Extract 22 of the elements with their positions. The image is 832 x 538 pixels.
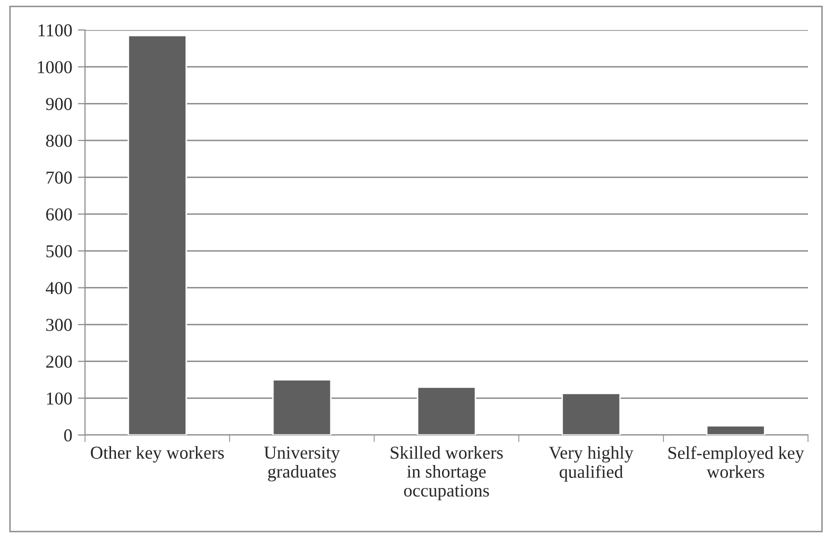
y-tick-label: 400 xyxy=(46,282,72,294)
y-tick-label: 600 xyxy=(46,208,72,221)
x-tick-label: Other key workers xyxy=(90,446,224,463)
y-tick-label: 800 xyxy=(46,134,72,147)
bar xyxy=(272,379,332,435)
y-tick-label: 1000 xyxy=(38,61,72,74)
y-tick-label: 200 xyxy=(46,356,72,368)
y-tick-label: 1100 xyxy=(38,24,72,36)
y-tick-label: 900 xyxy=(46,98,72,110)
x-tick-label: Very highly qualified xyxy=(548,446,634,482)
bar xyxy=(416,386,476,435)
y-tick-label: 300 xyxy=(46,318,72,331)
y-tick-label: 0 xyxy=(64,429,72,442)
y-tick-label: 700 xyxy=(46,172,72,184)
bar xyxy=(561,392,621,435)
x-tick-label: Skilled workers in shortage occupations xyxy=(390,446,503,500)
y-tick-label: 500 xyxy=(46,245,72,258)
y-tick-label: 100 xyxy=(47,392,72,405)
x-tick-label: University graduates xyxy=(264,446,340,482)
bar xyxy=(706,425,766,435)
x-tick-label: Self-employed key workers xyxy=(668,446,804,478)
bar xyxy=(128,34,187,435)
